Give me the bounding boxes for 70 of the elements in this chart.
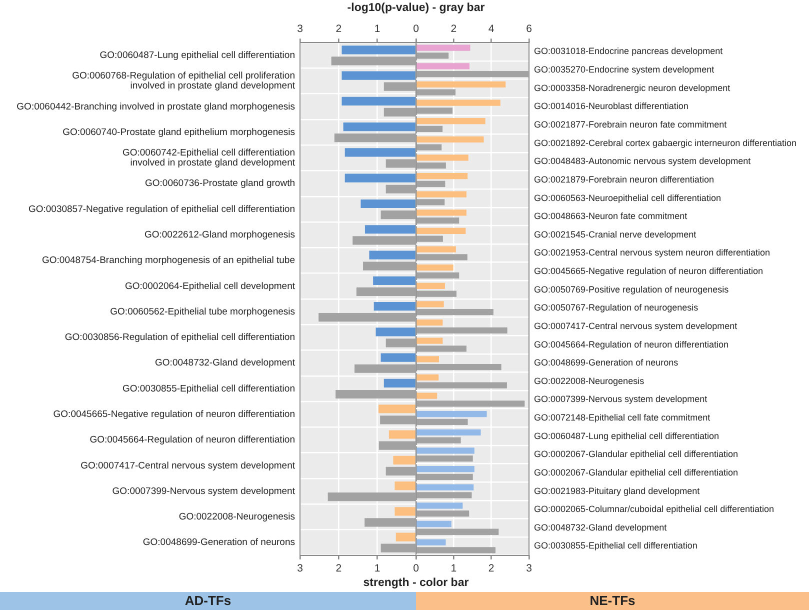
- bar: [396, 532, 416, 542]
- y-tick-label: GO:0002067-Glandular epithelial cell differentiation: [534, 467, 738, 478]
- x-tick-label: 1: [450, 562, 457, 575]
- x2-axis-title: -log10(p-value) - gray bar: [346, 2, 486, 14]
- y-tick-label: GO:0021877-Forebrain neuron fate commitment: [534, 120, 728, 130]
- y-tick-label: GO:0030855-Epithelial cell differentiation: [122, 383, 295, 394]
- y-tick-label: GO:0060740-Prostate gland epithelium morphogenesis: [62, 126, 296, 138]
- x-axis-title: strength - color bar: [362, 577, 470, 589]
- y-tick-label: GO:0050769-Positive regulation of neurogenesis: [534, 284, 730, 294]
- y-tick-label: GO:0030855-Epithelial cell differentiation: [534, 540, 698, 551]
- y-tick-label: GO:0060736-Prostate gland growth: [145, 178, 295, 190]
- y-tick-label: GO:0060442-Branching involved in prostate gland morphogenesis: [16, 101, 296, 112]
- y-tick-label: GO:0048699-Generation of neurons: [142, 537, 296, 548]
- y-tick-label: GO:0060487-Lung epithelial cell differentiation: [100, 50, 295, 62]
- x2-tick-label: 0: [413, 23, 420, 36]
- bar: [344, 148, 416, 157]
- y-tick-label: GO:0048483-Autonomic nervous system development: [534, 156, 752, 166]
- y-tick-label: GO:0031018-Endocrine pancreas development: [534, 46, 724, 56]
- y-tick-label: GO:0007417-Central nervous system development: [80, 460, 296, 472]
- y-tick-label: GO:0002064-Epithelial cell development: [124, 280, 296, 292]
- y-tick-label: GO:0048663-Neuron fate commitment: [534, 211, 688, 222]
- y-tick-label: GO:0021953-Central nervous system neuron differentiation: [534, 248, 770, 258]
- y-tick-label: GO:0048699-Generation of neurons: [534, 358, 679, 368]
- y-tick-label: GO:0002067-Glandular epithelial cell differentiation: [534, 449, 738, 460]
- y-tick-label: GO:0048754-Branching morphogenesis of an epithelial tube: [42, 255, 295, 266]
- y-tick-label: GO:0060563-Neuroepithelial cell differentiation: [534, 192, 721, 203]
- y-tick-label: GO:0022612-Gland morphogenesis: [144, 230, 296, 241]
- y-tick-label: GO:0022008-Neurogenesis: [534, 376, 645, 386]
- y-tick-label: GO:0021983-Pituitary gland development: [534, 486, 700, 496]
- y-tick-label: GO:0060768-Regulation of epithelial cell proliferation involved in prostate gland development: [72, 70, 296, 92]
- text: AD-TFs: [0, 592, 416, 610]
- y-tick-label: GO:0007399-Nervous system development: [112, 486, 296, 497]
- y-tick-label: GO:0045664-Regulation of neuron differentiation: [90, 434, 295, 446]
- y-tick-label: GO:0003358-Noradrenergic neuron development: [534, 82, 731, 93]
- x-tick-label: 2: [336, 562, 342, 575]
- x2-tick-label: 2: [336, 23, 342, 36]
- bar: [373, 276, 416, 285]
- y-tick-label: GO:0072148-Epithelial cell fate commitment: [534, 412, 711, 423]
- x-tick-label: 3: [297, 562, 304, 575]
- y-tick-label: GO:0021879-Forebrain neuron differentiation: [534, 174, 714, 184]
- y-tick-label: GO:0045665-Negative regulation of neuron differentiation: [534, 266, 763, 276]
- y-tick-label: GO:0035270-Endocrine system development: [534, 64, 715, 75]
- text: NE-TFs: [416, 592, 809, 610]
- x2-tick-label: 3: [297, 23, 304, 36]
- y-tick-label: GO:0030857-Negative regulation of epithelial cell differentiation: [28, 204, 295, 215]
- y-tick-label: GO:0007399-Nervous system development: [534, 394, 708, 404]
- y-tick-label: GO:0050767-Regulation of neurogenesis: [534, 302, 699, 313]
- y-tick-label: GO:0021892-Cerebral cortex gabaergic interneuron differentiation: [534, 138, 796, 148]
- x2-tick-label: 1: [374, 23, 380, 36]
- x-tick-label: 0: [413, 562, 420, 575]
- y-tick-label: GO:0048732-Gland development: [155, 358, 296, 369]
- x2-tick-label: 4: [488, 23, 494, 36]
- y-tick-label: GO:0060487-Lung epithelial cell differentiation: [534, 430, 719, 441]
- x2-tick-label: 6: [526, 23, 532, 36]
- y-tick-label: GO:0060742-Epithelial cell differentiation involved in prostate gland development: [122, 148, 296, 169]
- x-tick-label: 3: [526, 562, 532, 575]
- y-tick-label: GO:0007417-Central nervous system development: [534, 320, 738, 331]
- y-tick-label: GO:0014016-Neuroblast differentiation: [534, 101, 688, 112]
- x-tick-label: 2: [488, 562, 494, 575]
- bar: [378, 404, 416, 414]
- y-tick-label: GO:0022008-Neurogenesis: [178, 512, 296, 523]
- x-tick-label: 1: [374, 562, 380, 575]
- y-tick-label: GO:0045665-Negative regulation of neuron differentiation: [53, 409, 295, 420]
- y-tick-label: GO:0060562-Epithelial tube morphogenesis: [110, 306, 296, 318]
- y-tick-label: GO:0030856-Regulation of epithelial cell differentiation: [64, 332, 295, 344]
- y-tick-label: GO:0021545-Cranial nerve development: [534, 229, 697, 240]
- y-tick-label: GO:0048732-Gland development: [534, 522, 668, 532]
- y-tick-label: GO:0045664-Regulation of neuron differentiation: [534, 339, 728, 350]
- y-tick-label: GO:0002065-Columnar/cuboidal epithelial cell differentiation: [534, 504, 774, 514]
- x2-tick-label: 2: [450, 23, 457, 36]
